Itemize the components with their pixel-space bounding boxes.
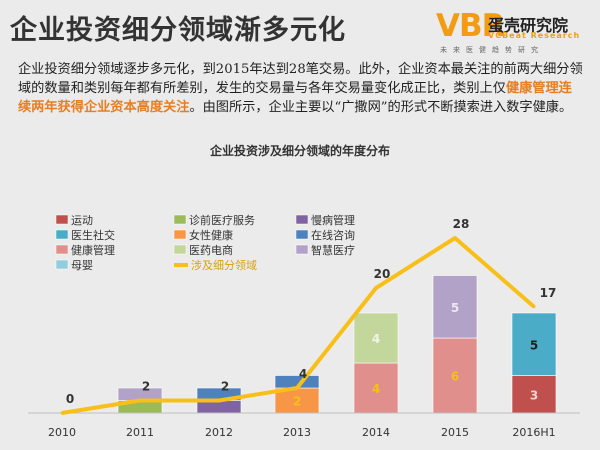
legend-label: 涉及细分领域	[191, 258, 257, 272]
intro-paragraph: 企业投资细分领域逐步多元化，到2015年达到28笔交易。此外，企业资本最关注的前…	[18, 60, 584, 117]
legend-swatch	[55, 214, 69, 225]
bar-data-label: 4	[372, 382, 380, 396]
bar-data-label: 5	[530, 338, 538, 352]
line-point	[60, 411, 64, 415]
bar-data-label: 3	[530, 388, 538, 402]
x-tick-label: 2012	[205, 426, 233, 439]
vcbeat-logo: VBR 蛋壳研究院 VCBeat Research 未来医健趋势研究	[436, 8, 586, 54]
line-point	[453, 236, 457, 240]
bar-data-label: 6	[451, 370, 459, 384]
line-point	[138, 399, 142, 402]
legend-label: 在线咨询	[311, 228, 355, 242]
x-tick-label: 2014	[362, 426, 390, 439]
logo-english-name: VCBeat Research	[488, 31, 581, 40]
bar-data-label: 4	[372, 332, 380, 346]
bar-data-label: 5	[451, 301, 459, 315]
legend-swatch	[173, 214, 187, 225]
legend-label: 女性健康	[189, 228, 233, 242]
legend-label: 诊前医疗服务	[189, 213, 255, 227]
legend-swatch	[55, 259, 69, 270]
legend-swatch	[55, 229, 69, 240]
bar-group: 2 4 4 6 5 3 5	[117, 275, 557, 414]
legend-label: 智慧医疗	[311, 243, 355, 257]
legend-swatch	[295, 229, 309, 240]
legend-label: 母婴	[71, 259, 93, 272]
x-tick-label: 2013	[283, 426, 311, 439]
legend-label: 运动	[71, 214, 93, 227]
intro-text-2: 。由图所示，企业主要以“广撒网”的形式不断摸索进入数字健康。	[189, 100, 573, 115]
x-tick-label: 2016H1	[512, 426, 555, 439]
x-tick-label: 2015	[441, 426, 469, 439]
legend-swatch	[173, 229, 187, 240]
line-point	[532, 305, 536, 309]
legend-label: 健康管理	[71, 243, 115, 257]
intro-text-1: 企业投资细分领域逐步多元化，到2015年达到28笔交易。此外，企业资本最关注的前…	[18, 62, 583, 96]
x-tick-label: 2011	[126, 426, 154, 439]
legend-label: 医药电商	[189, 243, 233, 257]
legend-swatch	[295, 214, 309, 225]
intro-highlight: 健康管理连续两年获得企业资本高度关注	[18, 81, 572, 115]
line-data-label: 4	[299, 367, 307, 381]
page-title: 企业投资细分领域渐多元化	[10, 15, 346, 46]
line-point	[217, 399, 221, 402]
legend-swatch	[55, 244, 69, 255]
line-point	[374, 286, 378, 290]
line-data-label: 20	[374, 267, 391, 281]
x-tick-label: 2010	[48, 426, 76, 439]
line-data-label: 2	[142, 380, 150, 394]
logo-name: 蛋壳研究院	[488, 16, 569, 35]
line-data-label: 28	[453, 217, 470, 231]
bar-data-label: 2	[293, 395, 301, 409]
logo-slogan: 未来医健趋势研究	[440, 46, 544, 54]
logo-mark: VBR	[436, 8, 505, 44]
bar-segment	[511, 312, 557, 376]
bar-segment	[353, 312, 399, 364]
legend-swatch	[295, 244, 309, 255]
chart-title: 企业投资涉及细分领域的年度分布	[209, 143, 390, 158]
line-series-group: 0 2 2 4 20 28 17	[60, 217, 557, 415]
line-data-label: 17	[540, 286, 557, 300]
bar-segment	[432, 337, 478, 414]
bar-segment	[511, 375, 557, 414]
line-point	[295, 386, 299, 390]
line-data-label: 0	[66, 392, 74, 406]
x-tick-labels: 2010 2011 2012 2013 2014 2015 2016H1	[48, 426, 556, 439]
legend-swatch	[173, 244, 187, 255]
legend-label: 慢病管理	[311, 213, 355, 227]
line-data-label: 2	[221, 380, 229, 394]
legend-label: 医生社交	[71, 228, 115, 242]
bar-segment	[432, 275, 478, 339]
